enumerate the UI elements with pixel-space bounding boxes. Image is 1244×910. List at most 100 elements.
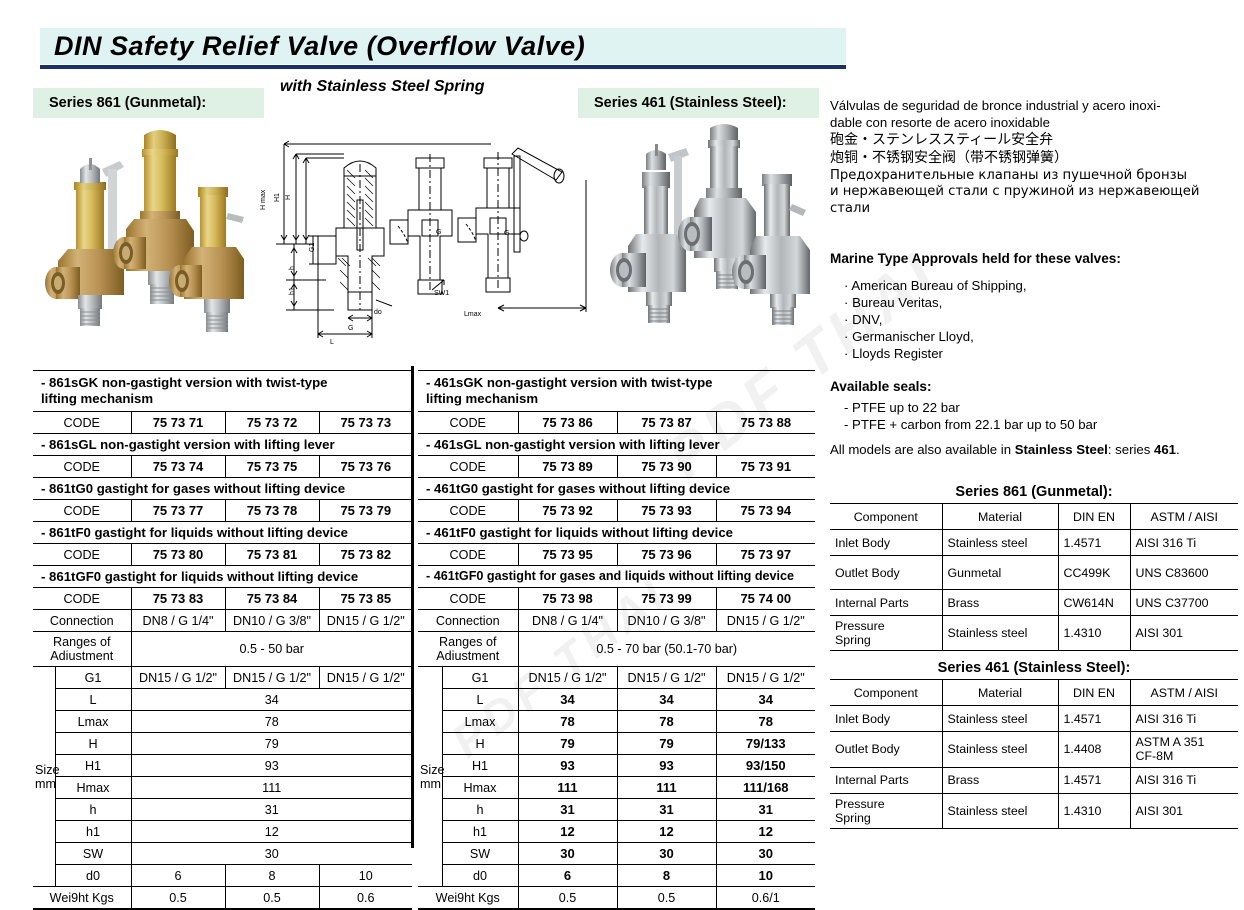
- note-bold-series: 461: [1154, 442, 1177, 457]
- ranges-label: Ranges of Adiustment: [418, 631, 519, 667]
- component-cell: Pressure Spring: [830, 615, 943, 651]
- photo-gunmetal-valves: [40, 125, 272, 357]
- astm-cell: AISI 301: [1130, 615, 1238, 651]
- note-bold-steel: Stainless Steel: [1014, 442, 1108, 457]
- label-g-right: G: [504, 230, 509, 237]
- code-cell: 75 73 90: [617, 455, 717, 478]
- intro-multilingual: Válvulas de seguridad de bronce industri…: [830, 98, 1240, 218]
- column-header: ASTM / AISI: [1130, 680, 1238, 706]
- table-row: Component Material DIN EN ASTM / AISI: [830, 680, 1238, 706]
- dim-value: 31: [617, 798, 717, 821]
- table-row: Lmax 78: [33, 710, 413, 733]
- table-row: - 861tGF0 gastight for liquids without l…: [33, 565, 413, 588]
- dinen-cell: 1.4571: [1058, 767, 1131, 794]
- code-label: CODE: [418, 587, 519, 610]
- list-item: - PTFE + carbon from 22.1 bar up to 50 b…: [844, 416, 1098, 432]
- column-header: DIN EN: [1058, 504, 1131, 530]
- code-cell: 75 73 79: [319, 499, 413, 522]
- ranges-value: 0.5 - 50 bar: [131, 631, 413, 667]
- table-materials-861: Series 861 (Gunmetal): Component Materia…: [830, 484, 1238, 651]
- component-cell: Inlet Body: [830, 705, 943, 732]
- code-cell: 75 73 89: [518, 455, 618, 478]
- table-row: - 461sGL non-gastight version with lifti…: [418, 433, 816, 456]
- material-cell: Stainless steel: [942, 793, 1059, 829]
- page-title: DIN Safety Relief Valve (Overflow Valve): [40, 28, 846, 64]
- table-row: Wei9ht Kgs 0.5 0.5 0.6: [33, 886, 413, 910]
- code-cell: 75 73 99: [617, 587, 717, 610]
- astm-cell: AISI 316 Ti: [1130, 767, 1238, 794]
- table-row: Wei9ht Kgs 0.5 0.5 0.6/1: [418, 886, 816, 910]
- dim-value: 111: [131, 776, 413, 799]
- connection-cell: DN8 / G 1/4": [518, 609, 618, 632]
- table-row: CODE 75 73 98 75 73 99 75 74 00: [418, 587, 816, 610]
- ranges-label: Ranges of Adiustment: [33, 631, 132, 667]
- datasheet-page: PDF THAI PDF THAI DIN Safety Relief Valv…: [0, 0, 1244, 872]
- column-header: Material: [942, 680, 1059, 706]
- code-cell: 75 73 73: [319, 411, 413, 434]
- code-cell: 75 73 87: [617, 411, 717, 434]
- code-cell: 75 73 97: [716, 543, 816, 566]
- size-label: Size mm: [33, 666, 60, 887]
- astm-cell: AISI 316 Ti: [1130, 529, 1238, 556]
- note-middle: : series: [1107, 442, 1154, 457]
- dim-value: 78: [617, 710, 717, 733]
- table-row: - 461tF0 gastight for liquids without li…: [418, 521, 816, 544]
- material-cell: Stainless steel: [942, 615, 1059, 651]
- dim-value: 79: [518, 732, 618, 755]
- label-h: H: [285, 195, 292, 200]
- table-divider: [411, 366, 414, 848]
- size-label: Size mm: [418, 666, 445, 887]
- dim-value: 8: [225, 864, 320, 887]
- note-suffix: .: [1176, 442, 1180, 457]
- dim-name: H: [55, 732, 132, 755]
- list-item: American Bureau of Shipping,: [844, 278, 1244, 295]
- dim-value: 111: [617, 776, 717, 799]
- code-cell: 75 73 84: [225, 587, 320, 610]
- table-row: H 79: [33, 732, 413, 755]
- table-row: CODE 75 73 83 75 73 84 75 73 85: [33, 587, 413, 610]
- table-row: Inlet Body Stainless steel 1.4571 AISI 3…: [830, 705, 1238, 732]
- dim-value: DN15 / G 1/2": [716, 666, 816, 689]
- variant-desc: - 861sGL non-gastight version with lifti…: [33, 433, 413, 456]
- dim-value: 31: [131, 798, 413, 821]
- table-row: L 34: [33, 688, 413, 711]
- dim-value: 10: [319, 864, 413, 887]
- code-cell: 75 73 93: [617, 499, 717, 522]
- dim-name: Hmax: [442, 776, 519, 799]
- dim-value: 78: [716, 710, 816, 733]
- list-item: Lloyds Register: [844, 346, 1244, 363]
- dim-value: 79: [617, 732, 717, 755]
- table-row: Connection DN8 / G 1/4" DN10 / G 3/8" DN…: [418, 609, 816, 632]
- dim-value: 12: [131, 820, 413, 843]
- dim-name: G1: [55, 666, 132, 689]
- component-cell: Pressure Spring: [830, 793, 943, 829]
- variant-desc: - 861tF0 gastight for liquids without li…: [33, 521, 413, 544]
- table-row: Size mm G1 DN15 / G 1/2" DN15 / G 1/2" D…: [33, 666, 413, 887]
- dim-name: h: [55, 798, 132, 821]
- label-l: L: [330, 339, 334, 346]
- table-row: CODE 75 73 74 75 73 75 75 73 76: [33, 455, 413, 478]
- variant-desc: - 461tF0 gastight for liquids without li…: [418, 521, 816, 544]
- dim-value: 10: [716, 864, 816, 887]
- page-subtitle: with Stainless Steel Spring: [280, 78, 485, 95]
- dim-name: L: [442, 688, 519, 711]
- dinen-cell: 1.4310: [1058, 793, 1131, 829]
- table-row: Ranges of Adiustment 0.5 - 50 bar: [33, 631, 413, 667]
- table-row: SW 30 30 30: [418, 842, 816, 865]
- code-label: CODE: [33, 587, 132, 610]
- label-hmax: H max: [260, 189, 267, 210]
- connection-cell: DN15 / G 1/2": [319, 609, 413, 632]
- list-item: DNV,: [844, 312, 1244, 329]
- dim-value: 111: [518, 776, 618, 799]
- variant-desc: - 461sGK non-gastight version with twist…: [418, 370, 816, 412]
- dim-value: 31: [716, 798, 816, 821]
- code-label: CODE: [418, 499, 519, 522]
- weight-label: Wei9ht Kgs: [418, 886, 519, 910]
- dim-value: DN15 / G 1/2": [617, 666, 717, 689]
- connection-cell: DN15 / G 1/2": [716, 609, 816, 632]
- astm-cell: ASTM A 351 CF-8M: [1130, 731, 1238, 768]
- dinen-cell: CC499K: [1058, 555, 1131, 590]
- table-row: - 861tG0 gastight for gases without lift…: [33, 477, 413, 500]
- dim-value: DN15 / G 1/2": [225, 666, 320, 689]
- material-cell: Stainless steel: [942, 529, 1059, 556]
